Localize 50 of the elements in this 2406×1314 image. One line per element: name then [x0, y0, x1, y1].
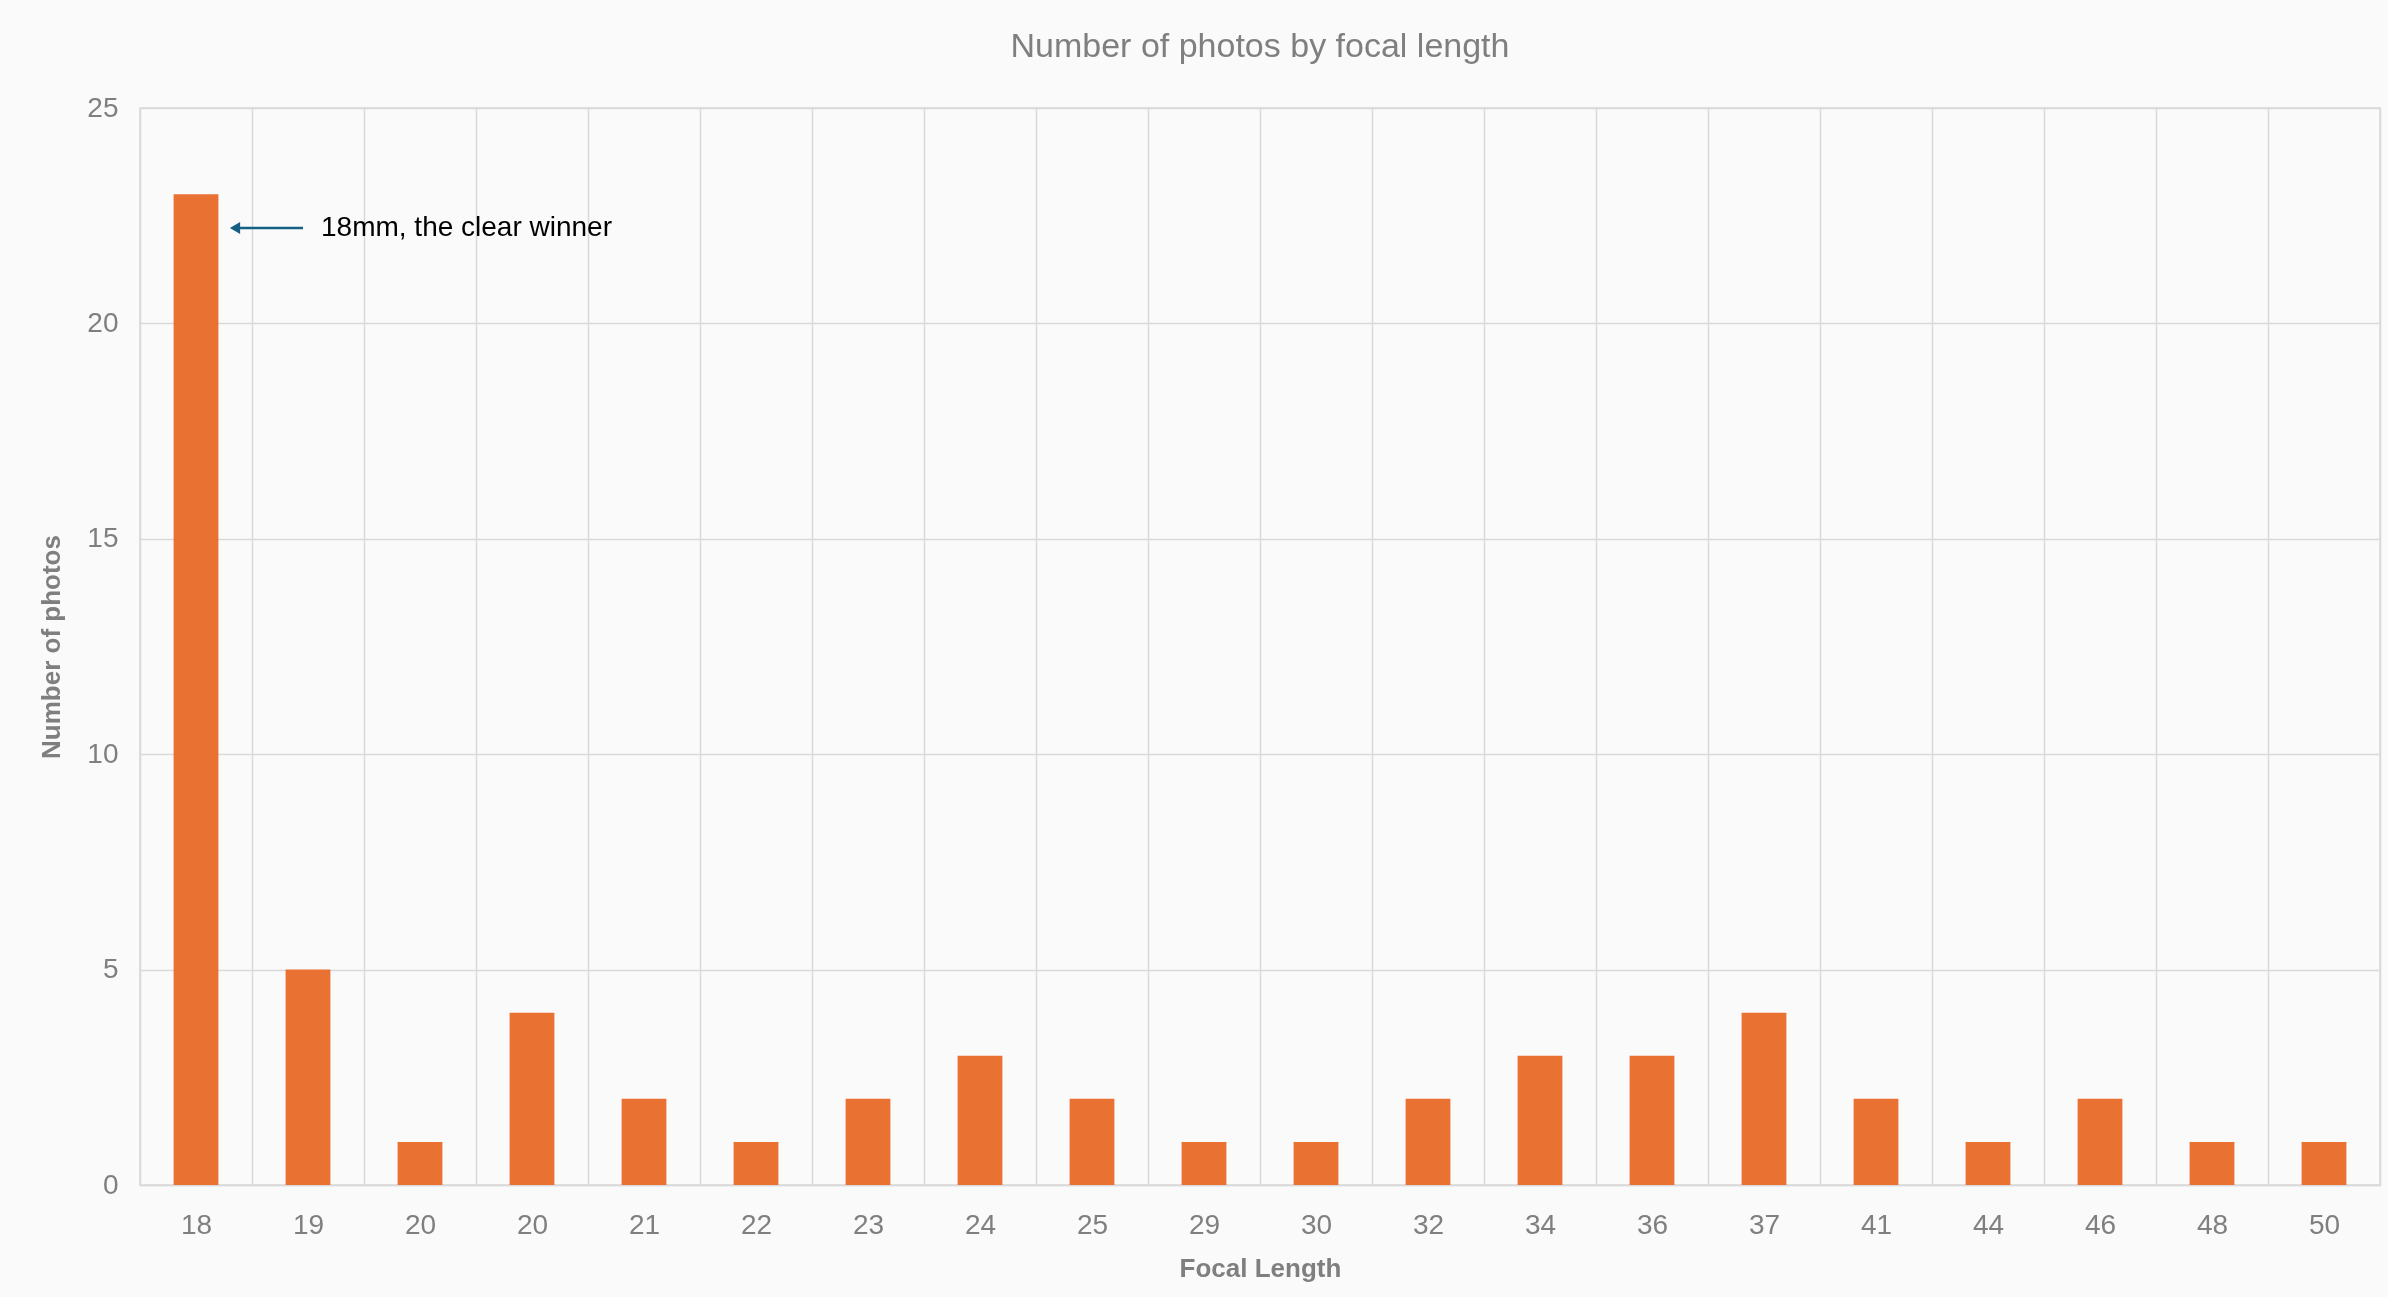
x-tick-label: 25: [1076, 1208, 1109, 1240]
bar: [2301, 1141, 2347, 1185]
x-tick-label: 19: [292, 1208, 325, 1240]
y-tick-label: 0: [102, 1168, 119, 1200]
y-tick-label: 25: [87, 91, 119, 123]
annotation: 18mm, the clear winner: [321, 211, 613, 242]
x-tick-label: 34: [1524, 1208, 1557, 1240]
x-tick-label: 30: [1300, 1208, 1333, 1240]
bar: [957, 1055, 1003, 1185]
bar: [621, 1098, 667, 1185]
bar: [2077, 1098, 2123, 1185]
bar: [1517, 1055, 1563, 1185]
bar: [1069, 1098, 1115, 1185]
x-tick-label: 18: [180, 1208, 213, 1240]
bar: [2189, 1141, 2235, 1185]
y-axis-title: Number of photos: [36, 535, 67, 759]
x-tick-label: 50: [2308, 1208, 2341, 1240]
x-tick-label: 32: [1412, 1208, 1445, 1240]
y-tick-label: 15: [87, 522, 119, 554]
x-tick-label: 44: [1972, 1208, 2005, 1240]
y-tick-label: 20: [87, 306, 119, 338]
bar: [1629, 1055, 1675, 1185]
bar: [1405, 1098, 1451, 1185]
x-tick-label: 20: [516, 1208, 549, 1240]
x-tick-label: 24: [964, 1208, 997, 1240]
bar: [397, 1141, 443, 1185]
bar: [509, 1012, 555, 1185]
bar: [733, 1141, 779, 1185]
x-tick-label: 23: [852, 1208, 885, 1240]
x-tick-label: 20: [404, 1208, 437, 1240]
bar: [285, 969, 331, 1185]
x-tick-label: 36: [1636, 1208, 1669, 1240]
x-tick-label: 21: [628, 1208, 661, 1240]
bar: [1965, 1141, 2011, 1185]
bar: [173, 194, 219, 1185]
y-tick-label: 10: [87, 737, 119, 769]
x-tick-label: 41: [1860, 1208, 1893, 1240]
x-tick-label: 29: [1188, 1208, 1221, 1240]
x-tick-label: 46: [2084, 1208, 2117, 1240]
bar: [1181, 1141, 1227, 1185]
bar: [1741, 1012, 1787, 1185]
chart-title: Number of photos by focal length: [1010, 26, 1510, 64]
x-tick-label: 48: [2196, 1208, 2229, 1240]
x-axis-title: Focal Length: [1179, 1252, 1342, 1283]
bar: [845, 1098, 891, 1185]
bar: [1293, 1141, 1339, 1185]
x-tick-label: 22: [740, 1208, 773, 1240]
y-tick-label: 5: [102, 953, 119, 985]
bar: [1853, 1098, 1899, 1185]
x-tick-label: 37: [1748, 1208, 1781, 1240]
